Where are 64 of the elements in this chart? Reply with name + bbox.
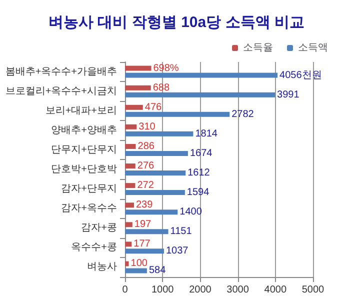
data-label: 1037 [166,246,189,257]
data-label: 197 [134,219,152,230]
bar [125,92,276,98]
y-tick-label: 옥수수+콩 [71,242,117,254]
data-label: 1674 [190,148,213,159]
y-tick-label: 벼농사 [87,262,117,273]
bar [125,190,185,196]
data-label: 276 [137,160,154,172]
data-label: 272 [137,180,154,192]
x-tick-label: 1000 [151,284,174,296]
y-tick-label: 감자+콩 [81,222,117,234]
bar [125,85,151,90]
data-label: 1814 [195,128,218,140]
x-tick-label: 3000 [226,284,250,296]
data-label: 310 [138,121,156,132]
bar [125,170,186,176]
y-tick-label: 양배추+양배추 [51,124,117,136]
data-label: 3991 [277,89,300,100]
bar [125,66,152,71]
data-label: 239 [136,200,154,211]
x-tick-label: 4000 [264,284,287,296]
y-tick-label: 보리+대파+보리 [45,105,117,116]
bar [125,229,168,234]
data-label: 476 [144,102,162,113]
data-label: 584 [148,265,166,276]
y-tick-label: 감자+옥수수 [61,203,117,214]
y-tick-label: 감자+단무지 [61,184,117,195]
data-label: 1594 [186,187,210,198]
y-tick-label: 단호박+단호박 [51,164,117,175]
bar [125,210,178,215]
data-label: 2782 [232,108,254,120]
data-label: 4056천원 [280,70,322,81]
data-label: 688 [152,82,170,94]
bar [125,164,136,168]
bar [125,222,132,228]
bar [125,268,147,274]
x-tick-label: 2000 [189,284,212,296]
y-tick-label: 봄배추+옥수수+가을배추 [5,66,117,78]
x-tick-label: 0 [122,284,128,296]
bar [125,124,137,130]
data-label: 100 [130,258,148,270]
bar [125,261,129,266]
bar [125,112,230,117]
data-label: 1151 [170,226,192,238]
bar [125,183,136,188]
x-tick-label: 5000 [302,284,325,296]
bar [125,242,132,247]
chart-title: 벼농사 대비 작형별 10a당 소득액 비교 [48,14,304,31]
y-tick-label: 단무지+단무지 [51,144,117,156]
bar [125,202,134,208]
data-label: 698% [153,62,179,74]
data-label: 1400 [180,206,202,218]
bar [125,131,194,136]
data-label: 286 [138,140,155,152]
legend-label: 소득율 [243,42,273,54]
y-tick-label: 브로컬리+옥수수+시금치 [5,86,117,97]
bar [125,248,164,254]
bar [125,150,188,156]
legend-label: 소득액 [298,42,328,54]
data-label: 177 [134,238,151,250]
bar [125,144,136,149]
bar [125,104,143,110]
data-label: 1612 [188,168,210,178]
bar [125,72,278,78]
